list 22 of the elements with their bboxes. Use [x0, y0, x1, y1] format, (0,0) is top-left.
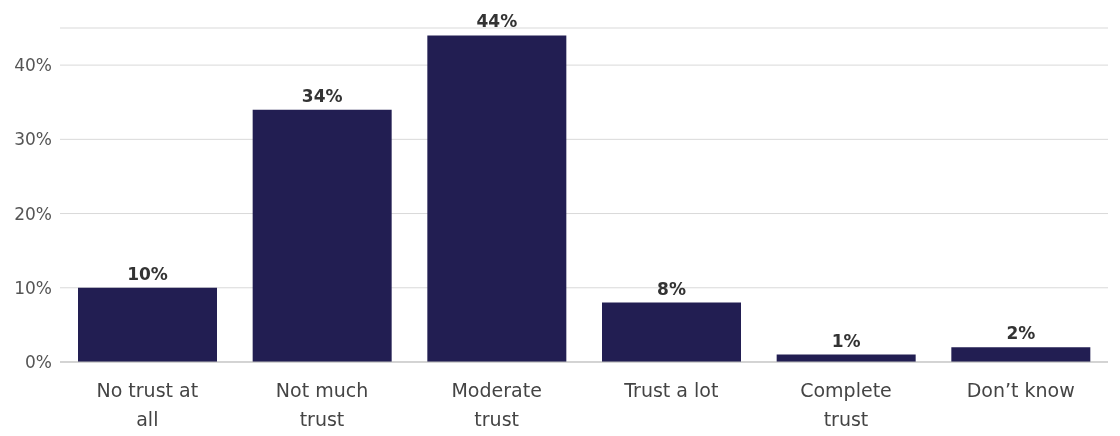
data-label: 2%: [1006, 323, 1036, 344]
x-tick-label: Complete trust: [800, 379, 892, 430]
data-label: 34%: [301, 85, 343, 106]
data-label: 1%: [831, 330, 861, 351]
y-tick-label: 40%: [14, 55, 52, 76]
data-label: 10%: [127, 263, 168, 284]
x-tick-label: Don’t know: [966, 379, 1075, 401]
x-tick-label: Moderate trust: [451, 379, 542, 430]
data-label: 44%: [476, 11, 518, 32]
bar: [427, 35, 567, 362]
bar: [78, 287, 217, 362]
x-tick-label: Trust a lot: [623, 379, 719, 401]
y-tick-label: 0%: [25, 352, 52, 373]
data-label: 8%: [657, 278, 686, 299]
bar: [252, 109, 392, 362]
x-tick-label: Not much trust: [275, 379, 369, 430]
y-tick-label: 30%: [14, 129, 52, 150]
bar: [951, 347, 1091, 362]
x-tick-label: No trust at all: [96, 379, 199, 430]
y-tick-label: 10%: [14, 277, 52, 298]
bar: [602, 302, 741, 362]
y-tick-label: 20%: [14, 203, 52, 224]
